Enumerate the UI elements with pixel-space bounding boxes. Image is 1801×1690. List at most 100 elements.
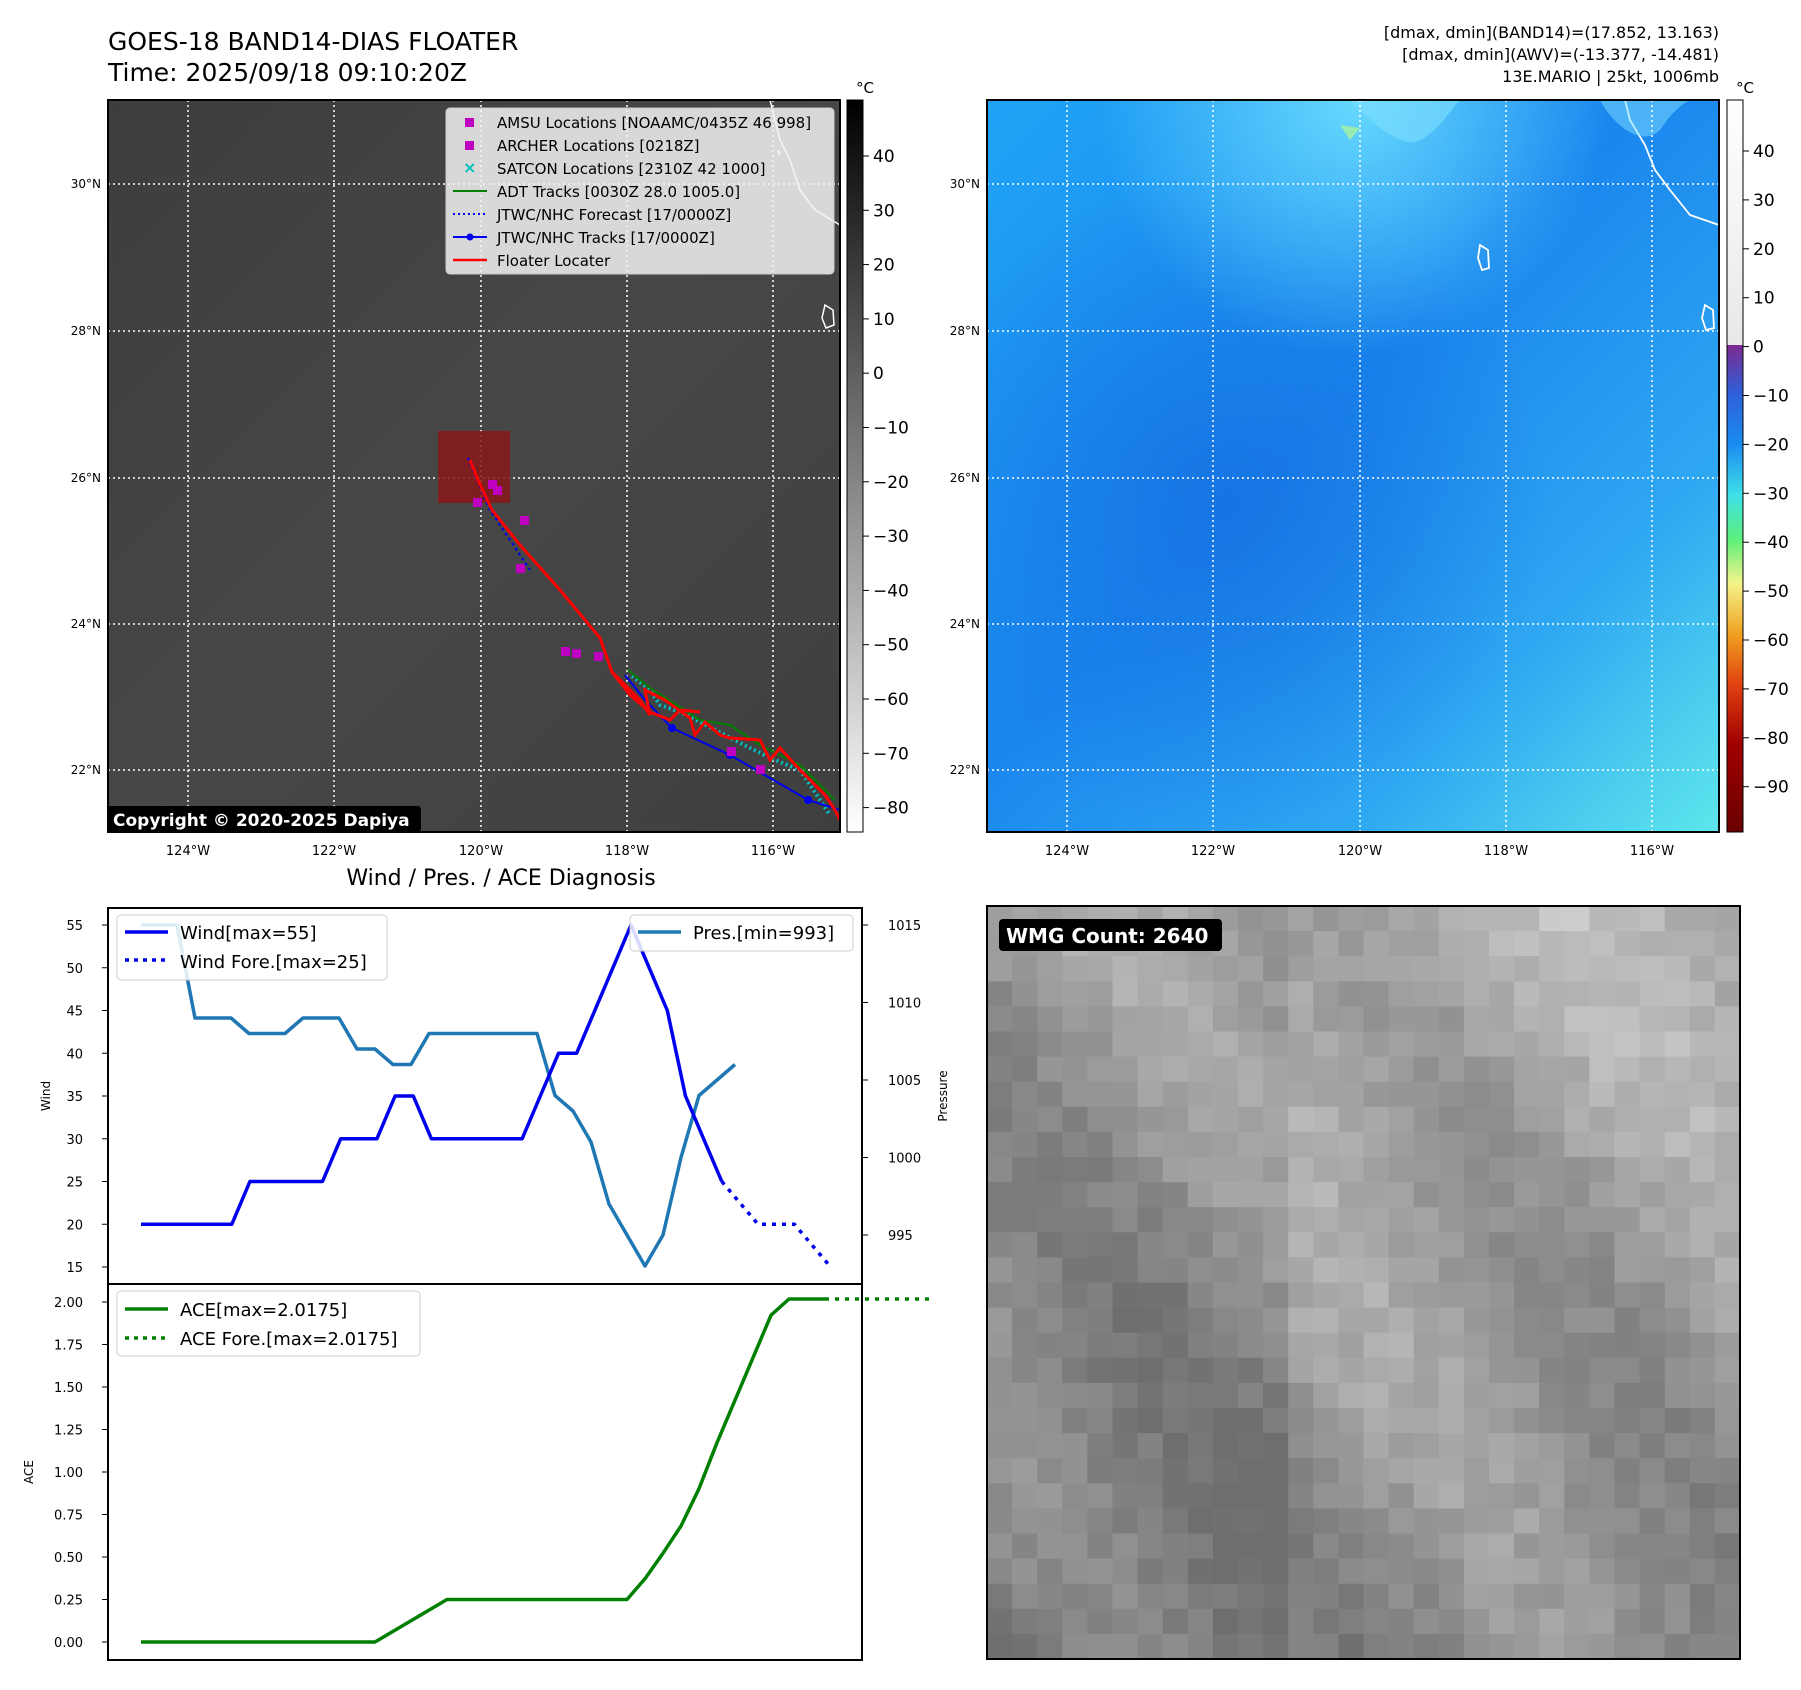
wmg-cell — [1037, 1558, 1063, 1585]
wmg-cell — [1288, 1558, 1314, 1585]
wmg-cell — [1664, 1081, 1691, 1108]
wmg-cell — [1363, 981, 1390, 1007]
wmg-cell — [1614, 1408, 1641, 1434]
wmg-cell — [1539, 1408, 1565, 1434]
wmg-cell — [1564, 1282, 1590, 1309]
wmg-cell — [1463, 1483, 1490, 1509]
wmg-cell — [1263, 931, 1289, 957]
wind-tick-label: 30 — [66, 1133, 83, 1148]
wmg-cell — [1664, 1006, 1691, 1032]
wmg-cell — [1263, 1257, 1289, 1283]
ir-colorbar-ticks: 40 30 20 10 0 −10 −20 −30 −40 −50 −60 −70 −80 — [863, 147, 909, 819]
lon-label: 124°W — [1045, 844, 1089, 859]
colorbar-tick-label: −60 — [873, 690, 909, 710]
wmg-cell — [987, 1508, 1013, 1534]
wmg-cell — [1137, 981, 1164, 1007]
wmg-cell — [1388, 1533, 1415, 1560]
ir-lon-labels: 124°W 122°W 120°W 118°W 116°W — [166, 844, 795, 859]
wmg-cell — [1187, 981, 1214, 1007]
wv-lon-labels: 124°W 122°W 120°W 118°W 116°W — [1045, 844, 1674, 859]
wmg-cell — [1012, 1006, 1038, 1032]
wmg-cell — [1438, 1106, 1465, 1133]
wmg-cell — [1463, 1207, 1490, 1233]
wmg-cell — [1037, 1182, 1063, 1208]
wmg-cell — [1514, 1282, 1540, 1309]
wmg-cell — [1689, 1081, 1716, 1108]
wmg-cell — [1313, 1056, 1339, 1083]
wmg-cell — [1263, 1307, 1289, 1334]
wmg-cell — [1363, 1433, 1390, 1459]
colorbar-tick-label: −70 — [1753, 680, 1789, 700]
wmg-cell — [1539, 1332, 1565, 1359]
wmg-cell — [1263, 981, 1289, 1007]
wv-colorbar-unit: °C — [1736, 79, 1754, 97]
wmg-cell — [1012, 956, 1038, 982]
wmg-cell — [1012, 1257, 1038, 1283]
wmg-cell — [1012, 1558, 1038, 1585]
wmg-cell — [1639, 1357, 1666, 1384]
wmg-cell — [1112, 1131, 1139, 1158]
copyright-badge — [107, 806, 421, 832]
wmg-cell — [1187, 1382, 1214, 1409]
wind-tick-label: 40 — [66, 1047, 83, 1062]
wmg-cell — [1489, 1257, 1515, 1283]
wmg-cell — [1062, 1508, 1088, 1534]
wmg-cell — [1489, 1056, 1515, 1083]
pressure-axis-label: Pressure — [936, 1070, 950, 1121]
wmg-cell — [1037, 1533, 1063, 1560]
wmg-cell — [1413, 1433, 1440, 1459]
wmg-cell — [1514, 1006, 1540, 1032]
wmg-cell — [1162, 1257, 1189, 1283]
wmg-cell — [1514, 956, 1540, 982]
wmg-cell — [1212, 956, 1239, 982]
wmg-cell — [1564, 1307, 1590, 1334]
wmg-cell — [1438, 981, 1465, 1007]
wind-tick-label: 15 — [66, 1261, 83, 1276]
wmg-cell — [1363, 956, 1390, 982]
wmg-cell — [1363, 1357, 1390, 1384]
wmg-cell — [1012, 1433, 1038, 1459]
wmg-cell — [1087, 1006, 1113, 1032]
wmg-cell — [1087, 981, 1113, 1007]
wmg-cell — [1313, 1533, 1339, 1560]
wmg-cell — [1714, 1307, 1740, 1334]
wmg-cell — [1714, 1006, 1740, 1032]
colorbar-tick-label: 40 — [1753, 142, 1775, 162]
wmg-cell — [1137, 1282, 1164, 1309]
wmg-cell — [1413, 1558, 1440, 1585]
wmg-cell — [1238, 981, 1264, 1007]
wmg-cell — [1463, 981, 1490, 1007]
ace-tick-label: 1.25 — [54, 1424, 83, 1439]
wmg-cell — [1313, 1608, 1339, 1635]
wmg-cell — [1388, 1508, 1415, 1534]
wmg-cell — [1438, 1232, 1465, 1258]
wmg-cell — [1388, 981, 1415, 1007]
wmg-cell — [1614, 1232, 1641, 1258]
wmg-cell — [1514, 1056, 1540, 1083]
wmg-cell — [1187, 1458, 1214, 1484]
wmg-cell — [1514, 1608, 1540, 1635]
lat-label: 30°N — [950, 177, 980, 191]
wmg-cell — [1263, 1382, 1289, 1409]
wmg-cell — [1162, 1633, 1189, 1659]
wmg-cell — [1514, 1433, 1540, 1459]
wv-colorbar — [1726, 99, 1744, 833]
wmg-cell — [1062, 1056, 1088, 1083]
wmg-cell — [1012, 1608, 1038, 1635]
wmg-cell — [1639, 1433, 1666, 1459]
wmg-cell — [1564, 1332, 1590, 1359]
wmg-cell — [1288, 1332, 1314, 1359]
wmg-cell — [1589, 1207, 1615, 1233]
wmg-cell — [1338, 1282, 1364, 1309]
figure-time: Time: 2025/09/18 09:10:20Z — [107, 58, 467, 87]
wmg-cell — [1388, 1458, 1415, 1484]
wmg-cell — [1539, 1131, 1565, 1158]
wmg-cell — [987, 1282, 1013, 1309]
wmg-cell — [1288, 1508, 1314, 1534]
colorbar-tick-label: −40 — [873, 581, 909, 601]
wmg-cell — [1388, 931, 1415, 957]
wmg-cell — [1288, 1433, 1314, 1459]
wmg-cell — [1062, 1131, 1088, 1158]
wmg-cell — [1037, 1608, 1063, 1635]
wmg-cell — [987, 1106, 1013, 1133]
